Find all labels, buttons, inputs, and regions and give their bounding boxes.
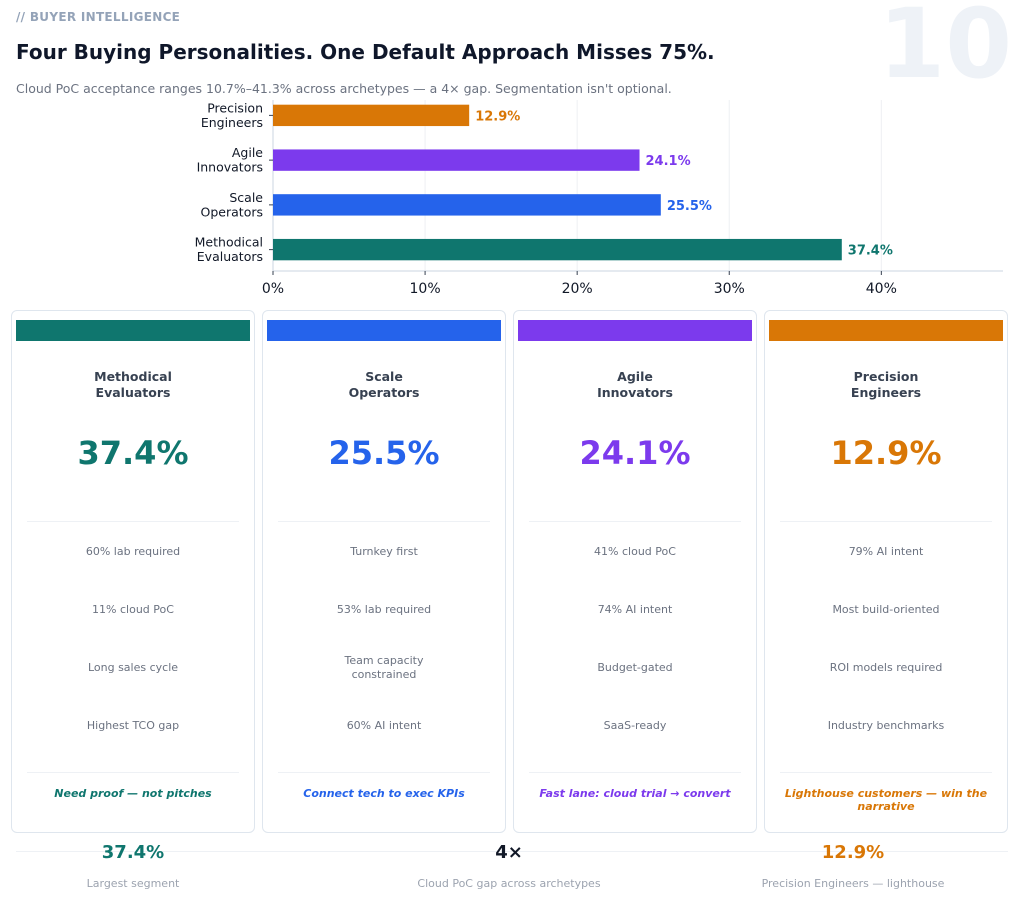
slide-number: 10 [878,0,1012,100]
card-percentage: 12.9% [830,434,942,472]
stat-label: Largest segment [86,877,180,890]
stat-value: 37.4% [101,842,165,863]
page-title: Four Buying Personalities. One Default A… [16,40,715,64]
card-tagline: Connect tech to exec KPIs [303,787,465,800]
card-percentage: 24.1% [579,434,691,472]
card-point: Industry benchmarks [827,719,945,732]
bar-value-label: 25.5% [667,199,712,214]
card-color-bar [267,320,501,341]
archetype-card-precision: Precision Engineers 12.9% 79% AI intent … [764,310,1008,833]
card-divider [780,521,992,522]
card-color-bar [16,320,250,341]
card-divider [27,521,239,522]
bar [273,194,661,216]
x-tick-label: 30% [714,281,745,297]
bar-value-label: 24.1% [646,154,691,169]
card-divider [780,772,992,773]
bar-value-label: 12.9% [475,109,520,124]
card-divider [529,772,741,773]
y-tick-label: Precision Engineers [201,100,263,130]
card-title: Methodical Evaluators [94,369,172,400]
bar [273,149,640,171]
card-point: 53% lab required [336,603,432,616]
card-tagline: Fast lane: cloud trial → convert [539,787,731,800]
y-tick-label: Agile Innovators [197,145,264,175]
card-point: 79% AI intent [848,545,924,558]
card-point: Highest TCO gap [86,719,180,732]
card-title: Agile Innovators [597,369,673,400]
stat-label: Cloud PoC gap across archetypes [417,877,601,890]
bar-value-label: 37.4% [848,244,893,259]
bar [273,104,470,127]
card-point: ROI models required [829,661,943,674]
x-tick-label: 40% [866,281,897,297]
bar [273,238,842,261]
eyebrow-label: // BUYER INTELLIGENCE [16,10,181,24]
card-divider [529,521,741,522]
card-point: 60% AI intent [346,719,422,732]
archetype-card-agile: Agile Innovators 24.1% 41% cloud PoC 74%… [513,310,757,833]
card-point: Most build-oriented [832,603,940,616]
y-tick-label: Methodical Evaluators [195,235,263,265]
card-divider [278,521,490,522]
card-divider [27,772,239,773]
archetype-card-scale: Scale Operators 25.5% Turnkey first 53% … [262,310,506,833]
stat-value: 4× [495,842,523,863]
card-point: 74% AI intent [597,603,673,616]
card-point: Team capacity constrained [344,654,424,681]
card-point: Turnkey first [350,545,418,558]
acceptance-bar-chart: 0% 10% 20% 30% 40% 12.9% Precision Engineers 24.… [195,100,1003,297]
card-percentage: 25.5% [328,434,440,472]
stat-largest-segment: 37.4% Largest segment [0,842,283,890]
card-point: Long sales cycle [87,661,179,674]
card-point: 60% lab required [85,545,181,558]
card-point: 11% cloud PoC [92,603,174,616]
stat-precision-engineers: 12.9% Precision Engineers — lighthouse [703,842,1003,890]
card-color-bar [518,320,752,341]
card-divider [278,772,490,773]
card-point: 41% cloud PoC [594,545,676,558]
card-percentage: 37.4% [77,434,189,472]
card-color-bar [769,320,1003,341]
archetype-card-methodical: Methodical Evaluators 37.4% 60% lab requ… [11,310,255,833]
card-title: Precision Engineers [850,369,922,400]
stats-divider [16,851,1008,852]
page-subtitle: Cloud PoC acceptance ranges 10.7%–41.3% … [16,81,672,96]
x-tick-label: 10% [410,281,441,297]
stat-value: 12.9% [821,842,885,863]
stat-poc-gap: 4× Cloud PoC gap across archetypes [359,842,659,890]
card-tagline: Lighthouse customers — win the narrative [784,787,988,813]
card-point: SaaS-ready [603,719,667,732]
card-tagline: Need proof — not pitches [54,787,212,800]
x-tick-label: 20% [562,281,593,297]
y-tick-label: Scale Operators [201,190,264,220]
card-title: Scale Operators [348,369,420,400]
card-point: Budget-gated [597,661,673,674]
x-tick-label: 0% [262,281,284,297]
archetype-cards: Methodical Evaluators 37.4% 60% lab requ… [11,310,1008,833]
stat-label: Precision Engineers — lighthouse [761,877,945,890]
